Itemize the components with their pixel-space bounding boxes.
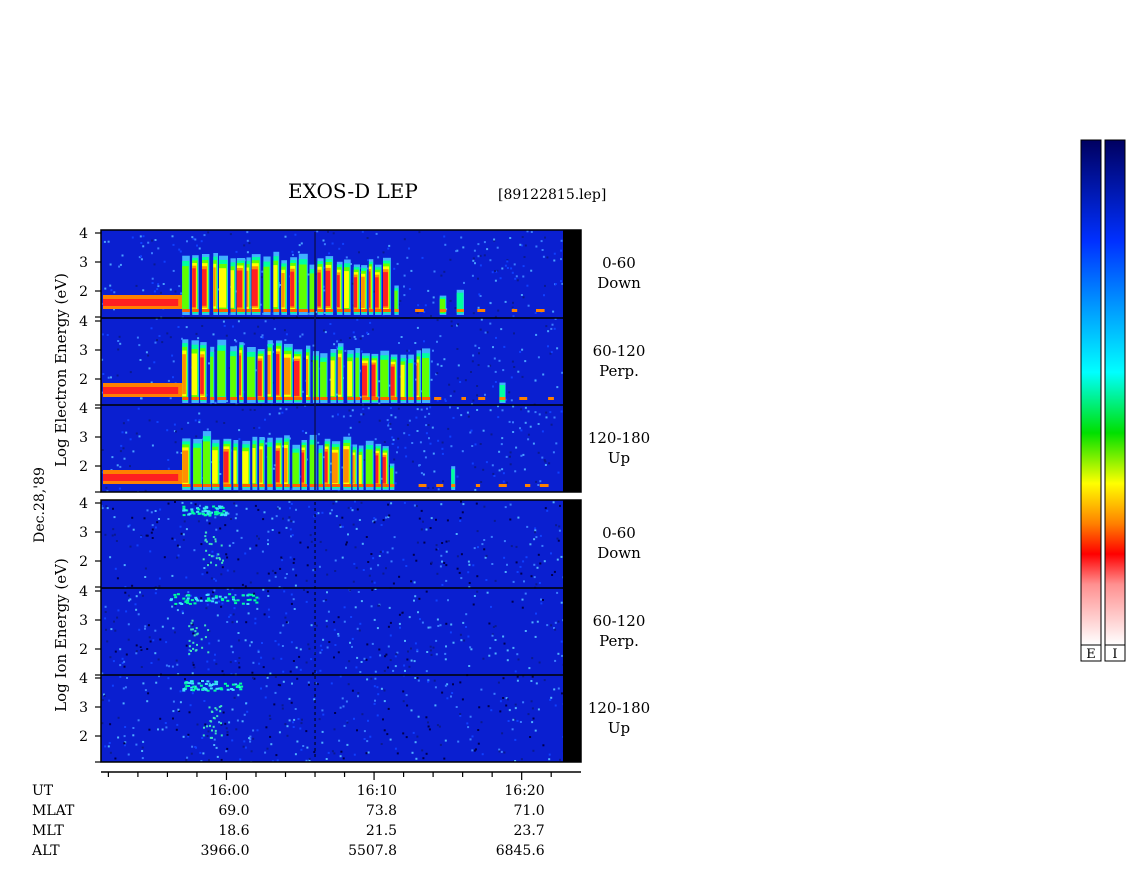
- series-ion-60-120-perp-: [169, 593, 259, 655]
- ion-panels-bg: [101, 500, 563, 762]
- pitch-angle-range: 0-60: [602, 524, 636, 542]
- series-ion-120-180-up: [182, 680, 244, 739]
- color-scale-bars: E I: [1080, 139, 1126, 662]
- y-tick-label: 4: [79, 496, 88, 512]
- series-electron-60-120-perp-: [103, 339, 554, 403]
- pitch-direction: Down: [597, 544, 641, 562]
- footer-value: 16:10: [357, 783, 397, 799]
- y-tick-label: 2: [79, 642, 88, 658]
- time-axis: [101, 771, 581, 780]
- pitch-angle-labels: 0-60 Down 60-120 Perp. 120-180 Up 0-60 Down 60-1…: [588, 254, 650, 737]
- series-electron-0-60-down: [103, 251, 545, 315]
- footer-value: 18.6: [218, 823, 249, 839]
- y-tick-label: 4: [79, 584, 88, 600]
- footer-value: 16:20: [504, 783, 544, 799]
- pitch-direction: Up: [608, 719, 630, 737]
- footer-row-label: MLT: [32, 823, 64, 839]
- pitch-direction: Perp.: [599, 632, 639, 650]
- ion-spectrogram: [100, 499, 582, 763]
- footer-value: 73.8: [366, 803, 397, 819]
- file-name: [89122815.lep]: [498, 187, 606, 203]
- y-tick-label: 2: [79, 554, 88, 570]
- ion-nodata-column: [563, 500, 581, 762]
- footer-value: 3966.0: [201, 843, 250, 859]
- y-tick-label: 4: [79, 671, 88, 687]
- ion-bar-label-box: [1104, 644, 1126, 662]
- low-energy-band-core: [103, 474, 179, 481]
- pitch-direction: Up: [608, 449, 630, 467]
- noise-speckle: [101, 500, 563, 762]
- y-tick-label: 2: [79, 372, 88, 388]
- ion-frame: [100, 499, 582, 763]
- electron-frame: [100, 229, 582, 493]
- pitch-direction: Perp.: [599, 362, 639, 380]
- y-tick-label: 4: [79, 314, 88, 330]
- footer-row-label: MLAT: [32, 803, 75, 819]
- electron-nodata-column: [563, 230, 581, 492]
- electron-y-label: Log Electron Energy (eV): [52, 273, 70, 467]
- footer-row-label: ALT: [31, 843, 60, 859]
- pitch-angle-range: 0-60: [602, 254, 636, 272]
- y-tick-label: 4: [79, 226, 88, 242]
- y-tick-label: 3: [79, 430, 88, 446]
- pitch-angle-range: 120-180: [588, 429, 650, 447]
- ion-y-label: Log Ion Energy (eV): [52, 558, 70, 712]
- y-tick-label: 3: [79, 613, 88, 629]
- series-ion-0-60-down: [182, 505, 228, 567]
- electron-bar-label: E: [1086, 647, 1096, 662]
- footer-value: 5507.8: [348, 843, 397, 859]
- pitch-direction: Down: [597, 274, 641, 292]
- pitch-angle-range: 60-120: [593, 612, 646, 630]
- y-tick-label: 3: [79, 343, 88, 359]
- footer-value: 21.5: [366, 823, 397, 839]
- ion-bar-label: I: [1112, 647, 1117, 662]
- pitch-angle-range: 60-120: [593, 342, 646, 360]
- pitch-angle-range: 120-180: [588, 699, 650, 717]
- footer-row-label: UT: [32, 783, 54, 799]
- y-tick-label: 3: [79, 525, 88, 541]
- y-tick-label: 3: [79, 255, 88, 271]
- orbit-info-table: UT 16:00 16:10 16:20 MLAT 69.0 73.8 71.0 MLT 18.6…: [31, 783, 545, 859]
- y-tick-label: 2: [79, 284, 88, 300]
- footer-value: 16:00: [209, 783, 249, 799]
- series-electron-120-180-up: [103, 431, 549, 490]
- figure-title: EXOS-D LEP: [288, 179, 418, 203]
- electron-color-bar: [1080, 139, 1102, 646]
- y-tick-label: 2: [79, 459, 88, 475]
- footer-value: 69.0: [218, 803, 249, 819]
- electron-bar-label-box: [1080, 644, 1102, 662]
- footer-value: 71.0: [514, 803, 545, 819]
- y-tick-label: 2: [79, 729, 88, 745]
- electron-spectrogram: [100, 229, 582, 493]
- low-energy-band-core: [103, 299, 179, 306]
- y-axis-ticks: 4 3 2 4 3 2 4 3 2 4 3 2 4 3 2 4 3 2: [79, 226, 101, 763]
- y-tick-label: 3: [79, 700, 88, 716]
- ion-color-bar: [1104, 139, 1126, 646]
- footer-value: 23.7: [514, 823, 545, 839]
- date-label: Dec.28,'89: [32, 467, 48, 543]
- footer-value: 6845.6: [496, 843, 545, 859]
- y-tick-label: 4: [79, 401, 88, 417]
- low-energy-band-core: [103, 387, 179, 394]
